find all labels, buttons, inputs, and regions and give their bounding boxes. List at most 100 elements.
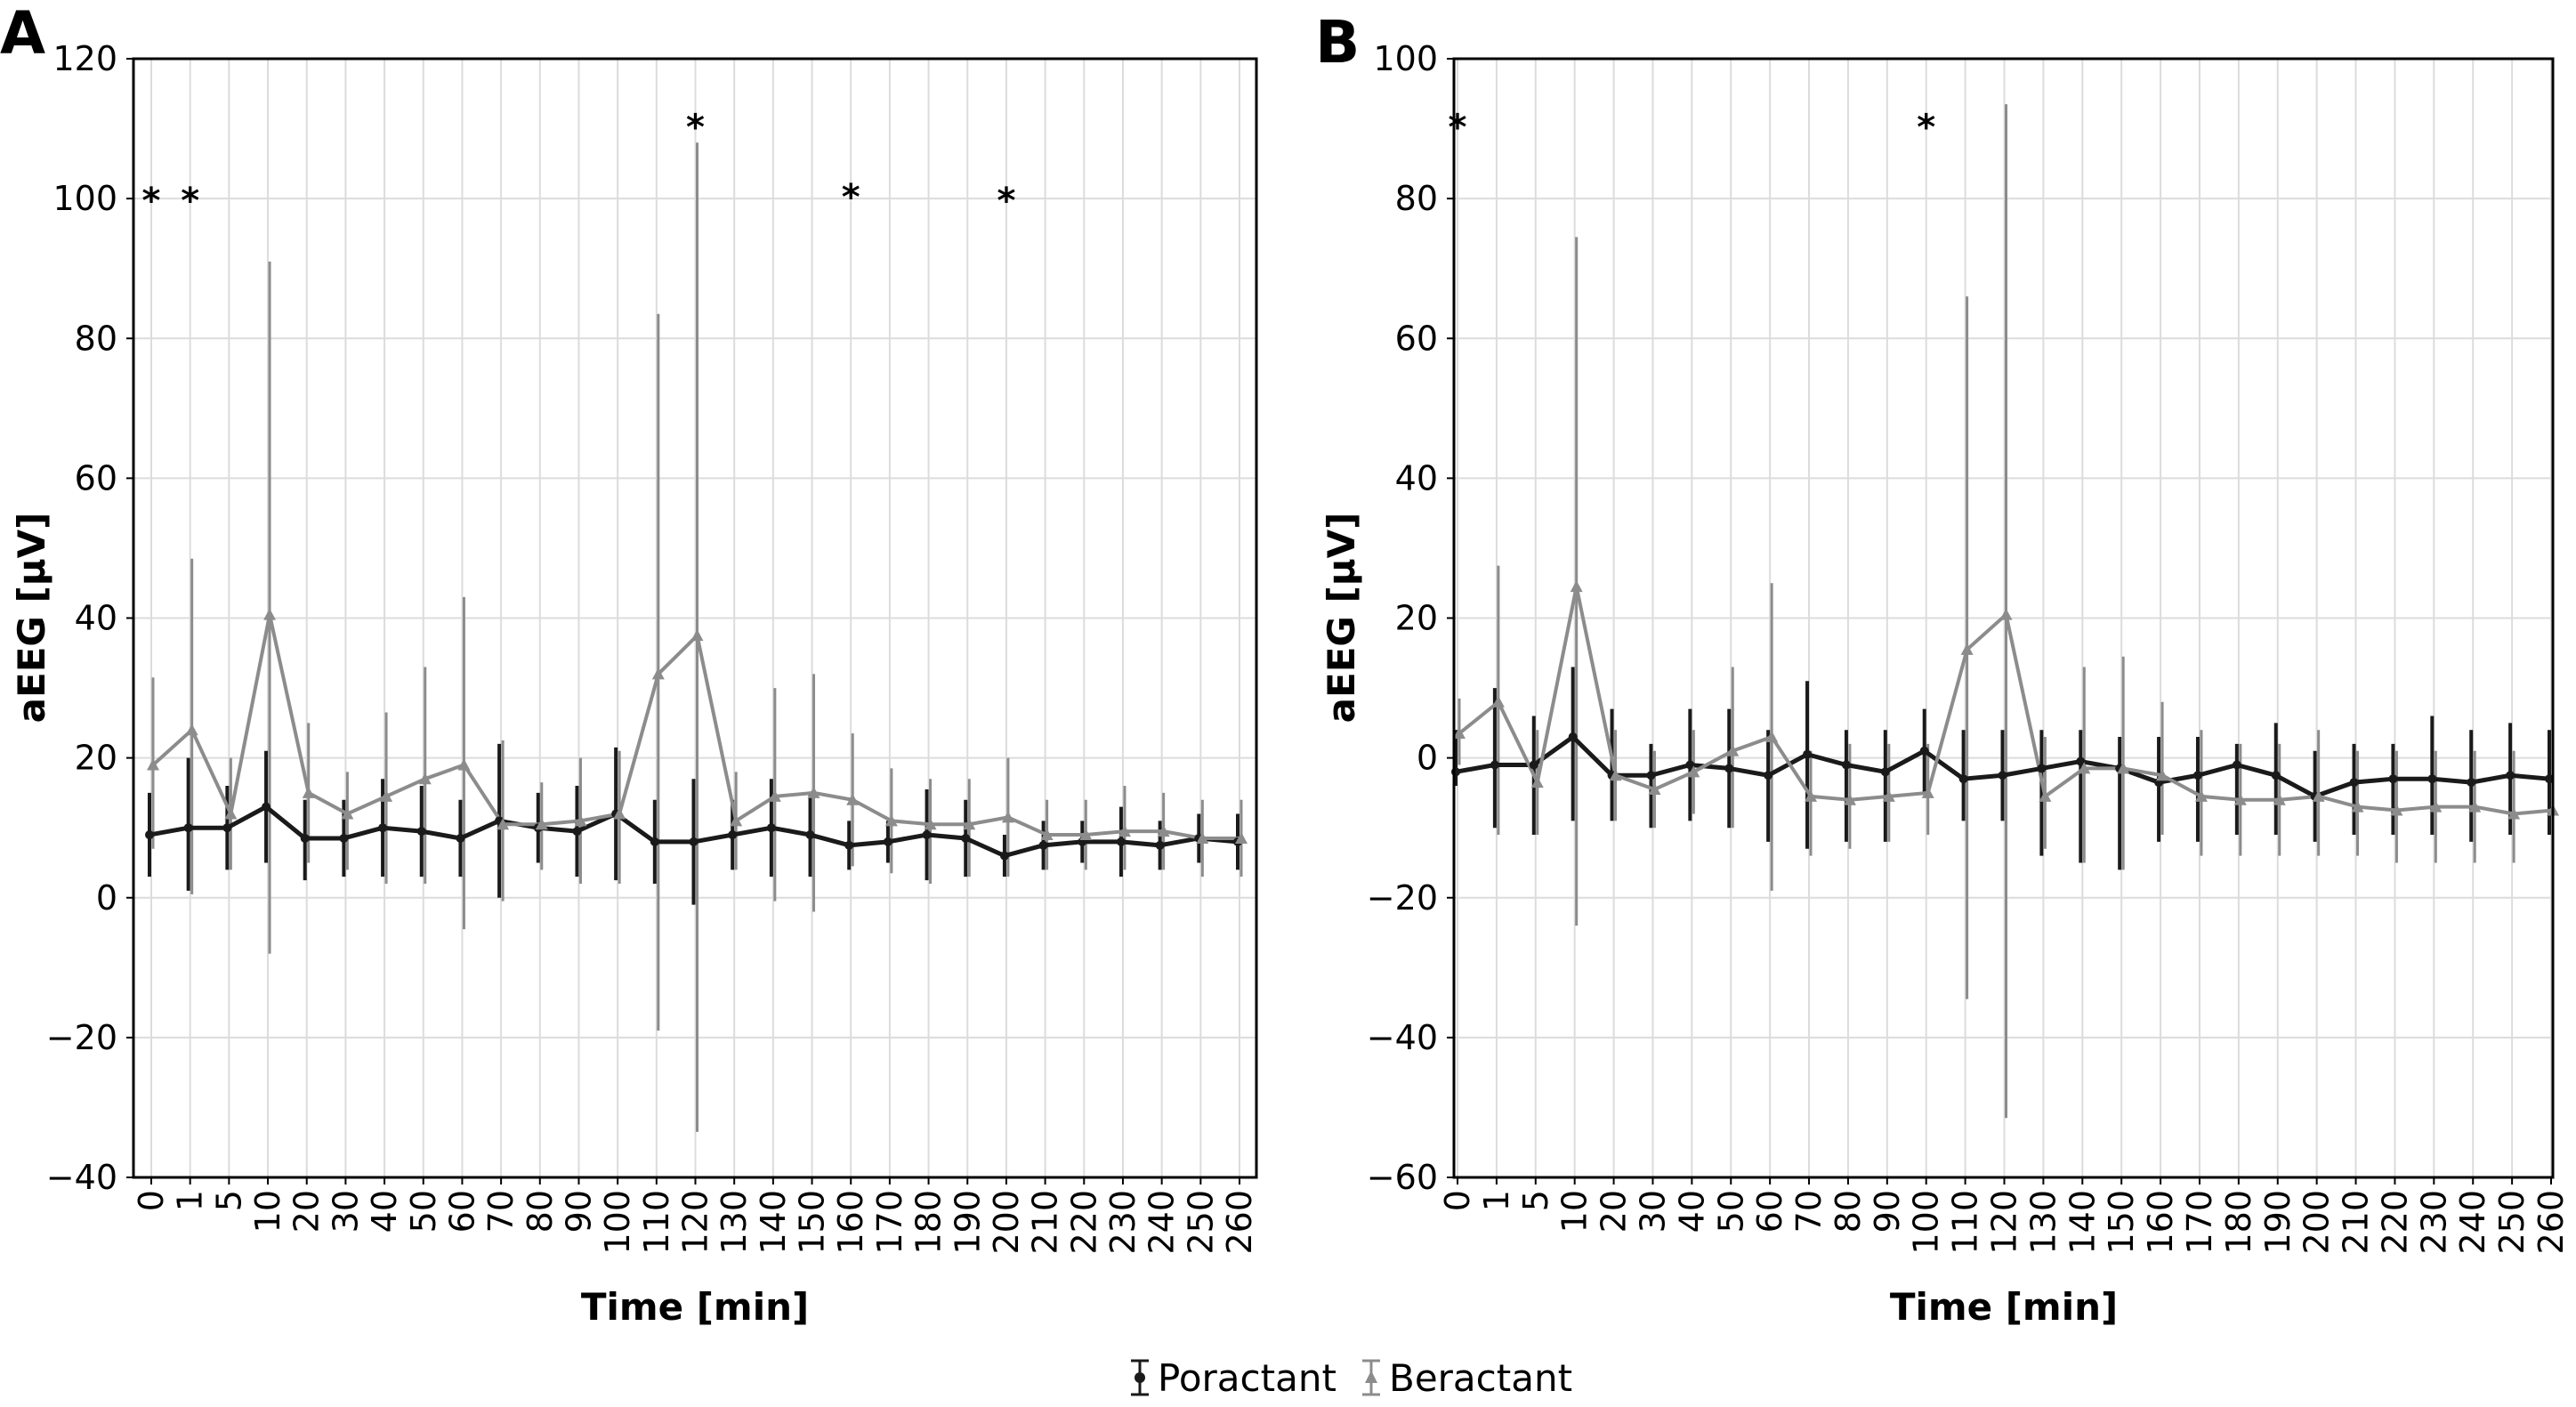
data-point: [766, 823, 776, 833]
data-point: [2233, 793, 2247, 805]
y-ticks-b: −60 −40 −20 0 20 40 60 80 100: [1367, 39, 1454, 1197]
y-tick-label: 100: [1373, 39, 1438, 78]
data-point: [2506, 771, 2515, 780]
y-tick-label: 60: [1395, 319, 1438, 358]
x-tick-label: 220: [2375, 1190, 2414, 1255]
data-point: [690, 629, 704, 642]
x-tick-label: 200: [987, 1190, 1026, 1255]
x-tick-label: 240: [2453, 1190, 2492, 1255]
data-point: [185, 724, 198, 736]
significance-marker: *: [686, 108, 705, 149]
y-axis-label-b: aEEG [μV]: [1320, 513, 1363, 724]
x-tick-label: 240: [1143, 1190, 1182, 1255]
y-tick-label: 100: [52, 179, 117, 218]
significance-marker: *: [142, 181, 161, 222]
y-tick-label: 120: [52, 39, 117, 78]
data-point: [728, 830, 738, 840]
legend-label-beractant: Beractant: [1389, 1356, 1572, 1400]
x-tick-label: 10: [248, 1190, 287, 1233]
y-tick-label: 40: [1395, 458, 1438, 497]
data-point: [2273, 793, 2286, 805]
data-point: [768, 789, 781, 802]
data-point: [183, 823, 193, 833]
data-point: [339, 833, 349, 843]
data-point: [1882, 789, 1895, 802]
data-point: [222, 823, 232, 833]
x-tick-label: 250: [1181, 1190, 1220, 1255]
legend-item-beractant: Beractant: [1362, 1356, 1572, 1400]
data-point: [846, 793, 860, 805]
data-point: [1960, 643, 1974, 655]
data-point: [999, 851, 1009, 861]
data-point: [1998, 771, 2007, 780]
x-tick-label: 10: [1555, 1190, 1595, 1233]
y-tick-label: 40: [75, 599, 117, 638]
x-tick-label: 110: [1946, 1190, 1985, 1255]
data-point: [1490, 760, 1499, 770]
data-point: [457, 758, 471, 771]
x-axis-label-a: Time [min]: [581, 1285, 809, 1329]
data-point: [1843, 793, 1856, 805]
data-point: [1880, 767, 1890, 777]
data-point: [2390, 804, 2403, 816]
significance-marker: *: [842, 177, 860, 218]
data-point: [1999, 608, 2013, 620]
data-point: [1609, 769, 1622, 781]
data-point: [300, 833, 310, 843]
data-point: [147, 758, 159, 771]
data-point: [1040, 829, 1054, 841]
data-point: [416, 827, 426, 837]
data-point: [884, 814, 898, 827]
data-point: [572, 827, 582, 837]
data-point: [1118, 825, 1131, 837]
data-point: [262, 802, 271, 812]
x-tick-label: 260: [2532, 1190, 2571, 1255]
data-point: [497, 818, 510, 830]
x-tick-label: 230: [2414, 1190, 2453, 1255]
x-tick-label: 5: [1516, 1190, 1555, 1211]
data-point: [650, 837, 659, 846]
data-point: [2388, 774, 2398, 784]
x-tick-label: 130: [2023, 1190, 2063, 1255]
data-point: [651, 667, 665, 680]
x-tick-label: 160: [831, 1190, 870, 1255]
data-point: [1570, 580, 1583, 593]
data-point: [1685, 760, 1695, 770]
data-point: [2117, 762, 2130, 774]
data-point: [302, 786, 315, 798]
y-tick-label: 0: [1417, 739, 1438, 778]
data-point: [924, 818, 937, 830]
data-point: [963, 818, 976, 830]
y-tick-label: 60: [75, 458, 117, 497]
x-tick-label: 70: [1789, 1190, 1829, 1233]
x-tick-label: 20: [1595, 1190, 1634, 1233]
x-tick-label: 60: [442, 1190, 481, 1233]
x-tick-label: 60: [1750, 1190, 1789, 1233]
x-tick-label: 1: [1477, 1190, 1516, 1211]
data-point: [1841, 760, 1851, 770]
x-tick-label: 50: [404, 1190, 443, 1233]
x-tick-label: 180: [2219, 1190, 2258, 1255]
data-point: [1001, 811, 1014, 823]
data-point: [805, 830, 815, 840]
data-point: [1765, 731, 1779, 743]
significance-markers-a: * * * * *: [142, 108, 1016, 222]
x-tick-label: 200: [2297, 1190, 2337, 1255]
legend-marker-poractant: [1135, 1372, 1145, 1383]
data-point: [2271, 771, 2281, 780]
y-axis-label-a: aEEG [μV]: [10, 513, 53, 724]
x-tick-label: 150: [2102, 1190, 2141, 1255]
data-point: [2312, 789, 2325, 802]
data-point: [1958, 774, 1968, 784]
data-point: [1919, 746, 1929, 756]
data-point: [1726, 744, 1740, 756]
data-point: [2427, 774, 2437, 784]
data-point: [961, 833, 971, 843]
x-tick-label: 250: [2492, 1190, 2532, 1255]
x-tick-label: 190: [2258, 1190, 2297, 1255]
data-point: [1646, 771, 1656, 780]
legend-item-poractant: Poractant: [1131, 1356, 1336, 1400]
y-tick-label: −60: [1367, 1158, 1438, 1197]
y-tick-label: 20: [1395, 599, 1438, 638]
